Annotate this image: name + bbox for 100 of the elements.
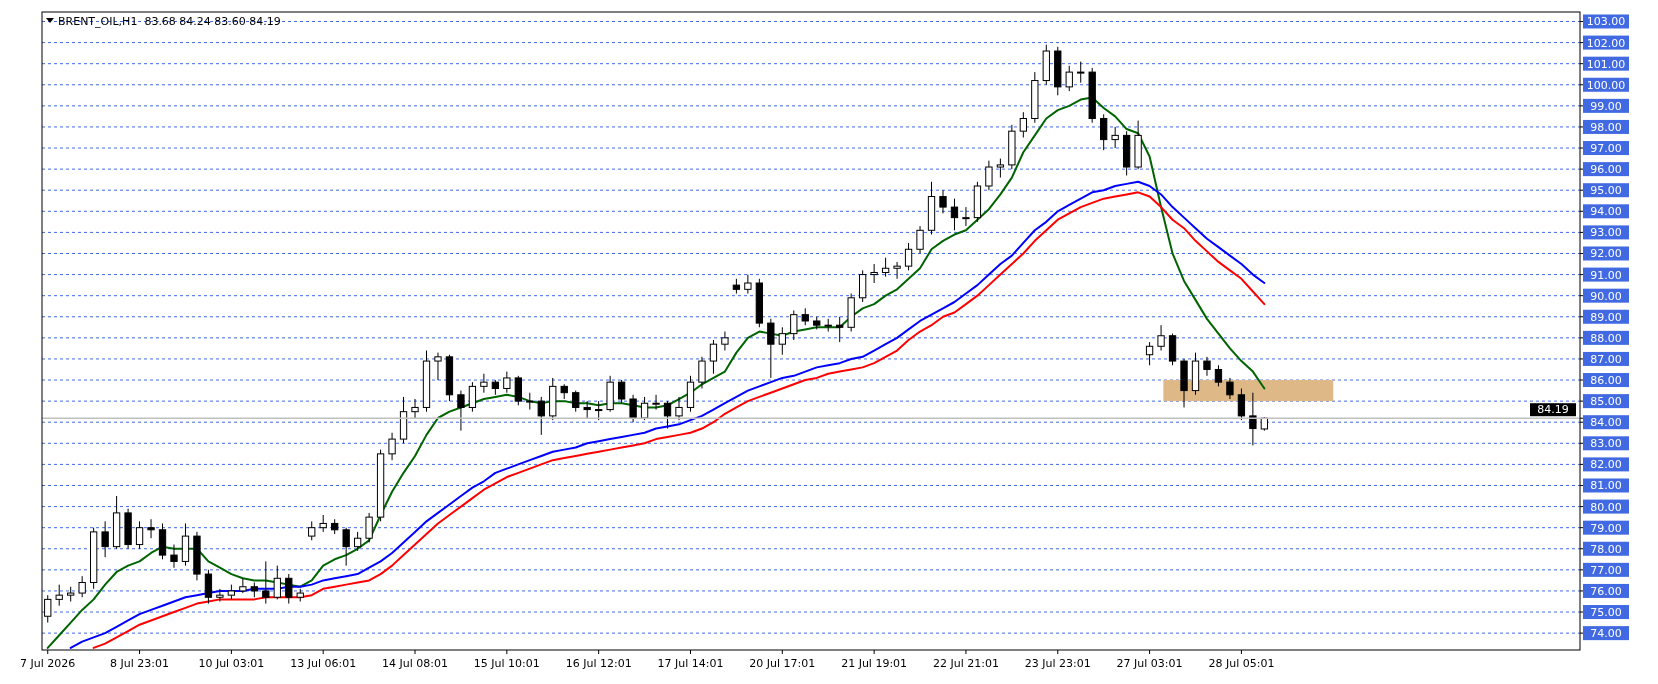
y-tick-label: 86.00 <box>1590 374 1622 388</box>
y-tick-label: 76.00 <box>1590 584 1622 598</box>
x-tick-label: 13 Jul 06:01 <box>290 657 357 670</box>
candlestick <box>204 569 213 605</box>
candlestick <box>353 531 362 552</box>
candlestick <box>285 573 293 605</box>
candlestick <box>950 198 959 231</box>
candlestick <box>537 396 545 436</box>
candlestick <box>572 390 580 413</box>
y-tick-label: 97.00 <box>1590 142 1622 156</box>
candlestick <box>962 206 970 227</box>
candlestick <box>1145 341 1154 366</box>
candlestick <box>308 520 316 541</box>
x-tick-label: 7 Jul 2026 <box>20 657 76 670</box>
candlestick <box>411 398 419 419</box>
y-tick-label: 83.00 <box>1590 437 1622 451</box>
y-tick-label: 74.00 <box>1590 627 1622 641</box>
y-tick-label: 78.00 <box>1590 542 1622 556</box>
candlestick <box>170 544 178 569</box>
candlestick <box>778 326 786 356</box>
y-tick-label: 98.00 <box>1590 120 1622 134</box>
candlestick <box>135 520 144 550</box>
y-tick-label: 80.00 <box>1590 500 1622 514</box>
x-tick-label: 8 Jul 23:01 <box>110 657 170 670</box>
candlestick <box>790 309 798 341</box>
candlestick <box>262 560 270 605</box>
candlestick <box>629 394 637 423</box>
candlestick <box>480 373 488 394</box>
y-tick-label: 85.00 <box>1590 395 1622 409</box>
candlestick <box>1019 111 1027 138</box>
candlestick <box>239 577 247 594</box>
candlestick <box>721 331 729 352</box>
candlestick <box>881 257 890 278</box>
y-tick-label: 94.00 <box>1590 205 1622 219</box>
y-tick-label: 92.00 <box>1590 247 1622 261</box>
y-tick-label: 95.00 <box>1590 184 1622 198</box>
candlestick <box>1237 387 1246 421</box>
candlestick <box>1157 324 1165 352</box>
candlestick <box>698 356 706 389</box>
y-tick-label: 82.00 <box>1590 458 1622 472</box>
candlestick <box>836 316 844 343</box>
candlestick <box>675 396 683 421</box>
candlestick <box>1214 364 1223 387</box>
x-tick-label: 23 Jul 23:01 <box>1024 657 1091 670</box>
y-tick-label: 101.00 <box>1586 57 1626 71</box>
x-tick-label: 22 Jul 21:01 <box>932 657 999 670</box>
candlestick <box>744 274 752 295</box>
candlestick <box>78 575 86 598</box>
candlestick <box>388 432 396 461</box>
candlestick <box>916 225 924 254</box>
candlestick <box>1111 126 1119 149</box>
candlestick <box>503 371 511 394</box>
candlestick <box>1065 65 1073 92</box>
y-tick-label: 102.00 <box>1586 36 1626 50</box>
candlestick <box>617 379 626 404</box>
ref-line-label: 84.19 <box>1537 403 1569 417</box>
y-tick-label: 89.00 <box>1590 310 1622 324</box>
candlestick <box>1203 356 1211 377</box>
y-tick-label: 79.00 <box>1590 521 1622 535</box>
candlestick <box>365 512 373 543</box>
candlestick <box>870 263 878 284</box>
candlestick <box>101 520 109 558</box>
x-tick-label: 20 Jul 17:01 <box>749 657 816 670</box>
candlestick <box>709 339 718 375</box>
y-tick-label: 88.00 <box>1590 331 1622 345</box>
x-tick-label: 28 Jul 05:01 <box>1208 657 1275 670</box>
y-tick-label: 81.00 <box>1590 479 1622 493</box>
candlestick <box>216 588 224 602</box>
y-tick-label: 84.00 <box>1590 416 1622 430</box>
candlestick <box>767 318 775 379</box>
candlestick <box>652 394 660 411</box>
x-tick-label: 17 Jul 14:01 <box>657 657 724 670</box>
x-tick-label: 21 Jul 19:01 <box>841 657 908 670</box>
x-tick-label: 14 Jul 08:01 <box>382 657 449 670</box>
y-tick-label: 75.00 <box>1590 606 1622 620</box>
candlestick <box>595 400 603 421</box>
y-tick-label: 91.00 <box>1590 268 1622 282</box>
y-tick-label: 93.00 <box>1590 226 1622 240</box>
candlestick <box>147 518 155 539</box>
candlestick <box>55 584 63 607</box>
x-tick-label: 27 Jul 03:01 <box>1116 657 1183 670</box>
candlestick <box>273 565 281 600</box>
y-tick-label: 96.00 <box>1590 163 1622 177</box>
x-tick-label: 15 Jul 10:01 <box>473 657 540 670</box>
candlestick <box>1100 113 1108 151</box>
chart-title: BRENT_OIL,H1 83.68 84.24 83.60 84.19 <box>58 15 281 28</box>
candlestick <box>514 375 522 406</box>
x-tick-label: 10 Jul 03:01 <box>198 657 265 670</box>
y-tick-label: 100.00 <box>1586 78 1626 92</box>
candlestick <box>468 381 477 413</box>
y-tick-label: 87.00 <box>1590 352 1622 366</box>
candlestick <box>858 269 867 303</box>
y-tick-label: 90.00 <box>1590 289 1622 303</box>
candlestick <box>434 352 442 381</box>
candlestick <box>1077 61 1085 84</box>
candlestick <box>663 400 672 430</box>
candlestick <box>1226 377 1234 400</box>
candlestick <box>904 242 913 271</box>
candlestick <box>985 160 993 191</box>
candlestick <box>342 527 350 567</box>
